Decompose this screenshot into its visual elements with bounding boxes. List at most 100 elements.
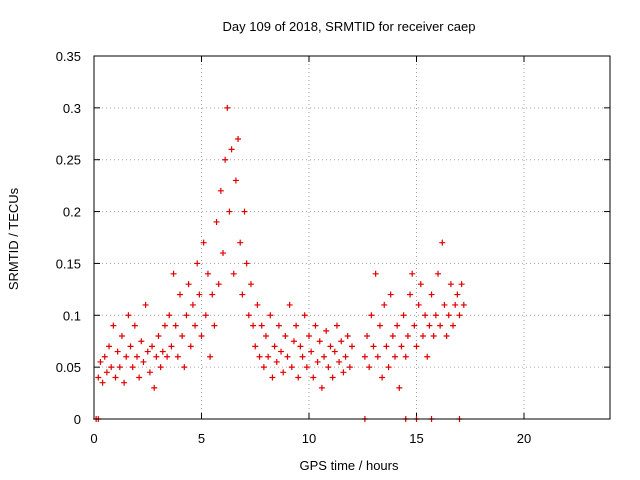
data-point xyxy=(312,322,319,329)
data-point xyxy=(149,343,156,350)
data-point xyxy=(297,343,304,350)
data-point xyxy=(153,353,160,360)
data-point xyxy=(202,312,209,319)
data-point xyxy=(338,338,345,345)
data-point xyxy=(443,333,450,340)
data-point xyxy=(144,348,151,355)
x-tick-label: 20 xyxy=(517,431,531,446)
data-point xyxy=(243,260,250,267)
data-point xyxy=(392,353,398,360)
data-point xyxy=(385,364,392,371)
y-tick-label: 0.05 xyxy=(56,360,81,375)
data-point xyxy=(241,208,248,215)
data-point xyxy=(215,281,222,288)
data-point xyxy=(278,348,285,355)
data-point xyxy=(198,333,205,340)
data-point xyxy=(258,322,265,329)
x-tick-label: 0 xyxy=(90,431,97,446)
data-point xyxy=(196,291,203,298)
data-point xyxy=(245,312,252,319)
data-point xyxy=(327,343,334,350)
data-point xyxy=(230,270,237,277)
data-point xyxy=(232,177,239,184)
data-point xyxy=(187,343,194,350)
data-point xyxy=(445,312,452,319)
data-point xyxy=(131,322,138,329)
data-point xyxy=(118,333,125,340)
data-point xyxy=(366,364,373,371)
data-point xyxy=(151,384,158,391)
data-point xyxy=(381,301,388,308)
y-tick-label: 0.2 xyxy=(63,205,81,220)
data-point xyxy=(207,353,214,360)
data-point xyxy=(432,312,439,319)
data-point xyxy=(288,364,295,371)
data-point xyxy=(402,353,409,360)
x-tick-label: 5 xyxy=(198,431,205,446)
x-axis-label: GPS time / hours xyxy=(300,458,399,473)
data-point xyxy=(387,291,394,298)
data-point xyxy=(142,301,149,308)
chart-title: Day 109 of 2018, SRMTID for receiver cae… xyxy=(223,19,476,34)
data-point xyxy=(329,374,336,381)
data-point xyxy=(310,374,317,381)
data-point xyxy=(394,322,401,329)
data-point xyxy=(138,338,145,345)
data-point xyxy=(424,353,431,360)
data-point xyxy=(254,301,261,308)
data-point xyxy=(389,333,396,340)
data-point xyxy=(413,343,420,350)
data-point xyxy=(172,322,179,329)
data-point xyxy=(125,312,132,319)
y-tick-label: 0.25 xyxy=(56,153,81,168)
data-point xyxy=(361,353,368,360)
data-point xyxy=(301,312,308,319)
data-point xyxy=(404,333,411,340)
plot-frame xyxy=(93,55,611,420)
data-point xyxy=(441,301,448,308)
y-tick-label: 0.15 xyxy=(56,256,81,271)
data-point xyxy=(282,333,289,340)
data-point xyxy=(323,327,330,334)
data-point xyxy=(146,369,153,376)
y-tick-label: 0 xyxy=(74,412,81,427)
data-point xyxy=(280,369,287,376)
data-point xyxy=(325,364,332,371)
data-point xyxy=(342,353,349,360)
data-point xyxy=(368,312,375,319)
y-axis-label: SRMTID / TECUs xyxy=(6,187,21,290)
data-point xyxy=(136,374,143,381)
data-point xyxy=(437,322,444,329)
data-point xyxy=(284,353,291,360)
axis-ticks: 0 0.05 0.1 0.15 0.2 0.25 0.3 0.35 0 5 10 15 20 xyxy=(56,49,610,446)
data-point xyxy=(398,343,405,350)
data-point xyxy=(235,135,242,142)
data-point xyxy=(108,364,115,371)
data-point xyxy=(134,353,140,360)
data-point xyxy=(295,374,302,381)
data-point xyxy=(95,374,102,381)
data-point xyxy=(112,374,119,381)
data-point xyxy=(101,353,108,360)
data-point xyxy=(426,322,433,329)
data-point xyxy=(155,333,162,340)
data-point xyxy=(177,291,183,298)
data-point xyxy=(314,358,321,365)
data-point xyxy=(222,156,229,163)
data-point xyxy=(417,281,424,288)
data-point xyxy=(140,358,147,365)
data-point xyxy=(265,353,272,360)
data-point xyxy=(256,353,263,360)
data-point xyxy=(209,291,216,298)
data-point xyxy=(192,322,199,329)
data-point xyxy=(127,343,134,350)
data-point xyxy=(273,358,280,365)
data-point xyxy=(114,348,121,355)
data-point xyxy=(331,348,338,355)
data-point xyxy=(213,218,220,225)
data-point xyxy=(99,379,106,386)
data-point xyxy=(415,301,422,308)
x-tick-label: 15 xyxy=(409,431,423,446)
data-point xyxy=(308,348,315,355)
